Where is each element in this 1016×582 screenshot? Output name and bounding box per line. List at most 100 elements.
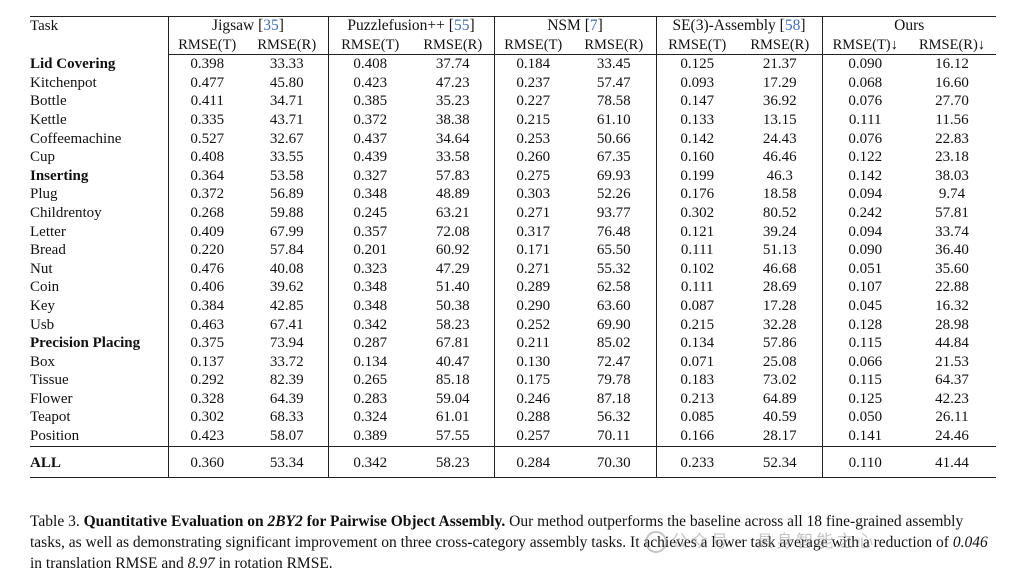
table-cell: 55.32 (596, 260, 631, 277)
table-cell: 0.107 (821, 278, 908, 297)
table-cell: 80.52 (762, 204, 797, 221)
table-cell: 42.85 (269, 297, 304, 314)
table-cell: 0.068 (821, 73, 908, 93)
table-cell: 57.83 (435, 167, 470, 184)
table-cell: 0.211 (493, 334, 572, 353)
table-cell: 50.66 (596, 130, 631, 147)
table-cell: 57.47 (596, 74, 631, 91)
table-cell: 64.37 (935, 372, 969, 389)
table-cell: 0.220 (167, 241, 246, 260)
table-cell: 0.342 (327, 315, 412, 335)
table-row: Box 0.137 33.72 0.134 40.47 0.130 72.47 0.071 25… (30, 352, 996, 372)
table-cell: 0.409 (167, 222, 246, 242)
results-table: Task Jigsaw [35] Puzzlefusion++ [55] NSM… (30, 16, 996, 478)
task-name: Coffeemachine (30, 130, 122, 147)
table-cell: 0.125 (655, 54, 738, 74)
table-cell: 0.137 (167, 352, 246, 372)
table-cell: 0.271 (493, 259, 572, 279)
table-cell: 51.13 (762, 242, 797, 259)
table-cell: 36.92 (762, 93, 797, 110)
table-cell: 0.045 (821, 296, 908, 316)
table-cell: 33.55 (269, 149, 304, 166)
table-cell: 57.86 (762, 335, 797, 352)
table-cell: 0.175 (493, 371, 572, 390)
table-cell: 0.372 (327, 110, 412, 130)
table-cell: 39.24 (762, 223, 797, 240)
table-cell: 44.84 (935, 335, 969, 352)
metric-header: RMSE(T) (167, 35, 246, 56)
table-row-all: ALL 0.360 53.34 0.342 58.23 0.284 70.30 … (30, 445, 996, 478)
table-cell: 61.10 (596, 111, 631, 128)
table-cell: 65.50 (596, 242, 631, 259)
table-cell: 38.38 (435, 111, 470, 128)
table-cell: 52.26 (596, 186, 631, 203)
table-cell: 0.071 (655, 352, 738, 372)
table-cell: 59.88 (269, 204, 304, 221)
table-cell: 0.348 (327, 278, 412, 297)
table-cell: 0.375 (167, 334, 246, 353)
table-cell: 46.68 (762, 260, 797, 277)
table-row: Usb 0.463 67.41 0.342 58.23 0.252 69.90 0.215 32… (30, 315, 996, 335)
table-row: Position 0.423 58.07 0.389 57.55 0.257 70.11 0.… (30, 427, 996, 447)
table-cell: 0.147 (655, 92, 738, 111)
results-table-container: Task Jigsaw [35] Puzzlefusion++ [55] NSM… (30, 16, 996, 478)
task-name: Childrentoy (30, 204, 102, 221)
table-cell: 0.066 (821, 352, 908, 372)
table-row: Kettle 0.335 43.71 0.372 38.38 0.215 61.10 0.13… (30, 110, 996, 130)
table-cell: 0.142 (821, 166, 908, 186)
task-name: Tissue (30, 372, 69, 389)
table-cell: 0.439 (327, 148, 412, 167)
table-cell: 13.15 (762, 111, 797, 128)
table-row: Inserting 0.364 53.58 0.327 57.83 0.275 69.93 0… (30, 166, 996, 186)
table-cell: 0.384 (167, 296, 246, 316)
table-cell: 0.085 (655, 408, 738, 428)
table-row: Bottle 0.411 34.71 0.385 35.23 0.227 78.58 0.14… (30, 92, 996, 111)
table-cell: 46.3 (766, 167, 793, 184)
table-cell: 47.29 (435, 260, 470, 277)
table-cell: 79.78 (596, 372, 631, 389)
table-cell: 0.408 (167, 148, 246, 167)
table-cell: 0.227 (493, 92, 572, 111)
table-cell: 0.257 (493, 427, 572, 447)
table-cell: 67.99 (269, 223, 304, 240)
category-name: Inserting (30, 167, 89, 184)
table-cell: 57.81 (935, 204, 969, 221)
metric-header: RMSE(R) (246, 35, 328, 56)
table-cell: 68.33 (269, 409, 304, 426)
table-cell: 46.46 (762, 149, 797, 166)
table-cell: 18.58 (762, 186, 797, 203)
table-row: Coin 0.406 39.62 0.348 51.40 0.289 62.58 0.111 2… (30, 278, 996, 297)
table-cell: 67.81 (435, 335, 470, 352)
table-cell: 17.29 (762, 74, 797, 91)
table-cell: 35.23 (435, 93, 470, 110)
table-cell: 0.160 (655, 148, 738, 167)
table-cell: 21.53 (935, 353, 969, 370)
table-cell: 36.40 (935, 242, 969, 259)
task-name: Plug (30, 186, 58, 203)
table-cell: 76.48 (596, 223, 631, 240)
table-cell: 0.133 (655, 110, 738, 130)
wechat-icon (645, 531, 667, 553)
table-cell: 72.47 (596, 353, 631, 370)
table-cell: 0.364 (167, 166, 246, 186)
table-row: Letter 0.409 67.99 0.357 72.08 0.317 76.48 0.12… (30, 222, 996, 242)
table-cell: 61.01 (435, 409, 470, 426)
table-cell: 58.23 (435, 316, 470, 333)
table-cell: 69.93 (596, 167, 631, 184)
table-cell: 0.051 (821, 259, 908, 279)
table-cell: 78.58 (596, 93, 631, 110)
table-cell: 0.134 (655, 334, 738, 353)
table-cell: 43.71 (269, 111, 304, 128)
table-cell: 22.83 (935, 130, 969, 147)
table-row: Teapot 0.302 68.33 0.324 61.01 0.288 56.32 0.08… (30, 408, 996, 428)
task-name: Kitchenpot (30, 74, 97, 91)
table-cell: 73.02 (762, 372, 797, 389)
table-cell: 53.34 (246, 445, 328, 478)
table-cell: 0.199 (655, 166, 738, 186)
table-cell: 0.246 (493, 389, 572, 409)
table-cell: 35.60 (935, 260, 969, 277)
table-cell: 63.21 (435, 204, 470, 221)
table-cell: 0.215 (655, 315, 738, 335)
table-cell: 23.18 (935, 149, 969, 166)
table-cell: 0.477 (167, 73, 246, 93)
